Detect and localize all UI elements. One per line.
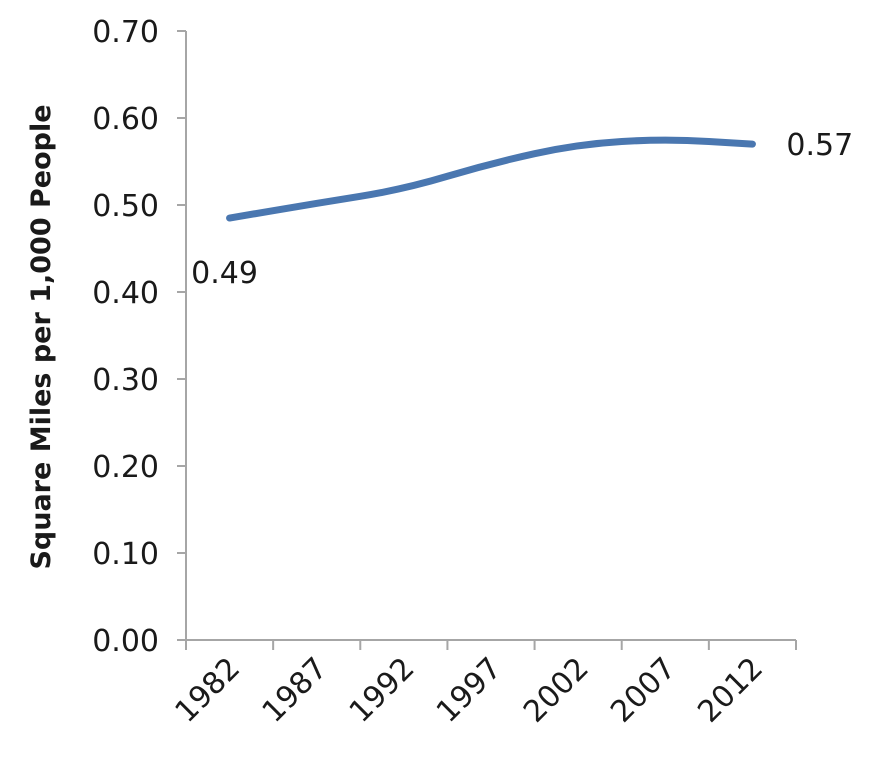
y-tick-label: 0.60 — [92, 102, 159, 137]
x-tick-label: 1987 — [256, 651, 335, 730]
x-tick-label: 2002 — [517, 651, 596, 730]
y-tick-label: 0.40 — [92, 276, 159, 311]
x-axis: 1982 1987 1992 1997 2002 2007 2012 — [168, 639, 797, 730]
x-tick-label: 1997 — [430, 651, 509, 730]
y-tick-label: 0.70 — [92, 15, 159, 50]
y-tick-label: 0.20 — [92, 450, 159, 485]
x-tick-label: 2012 — [691, 651, 770, 730]
y-tick-label: 0.50 — [92, 189, 159, 224]
y-axis-title: Square Miles per 1,000 People — [26, 104, 57, 569]
x-tick-label: 2007 — [604, 651, 683, 730]
data-label: 0.49 — [191, 256, 258, 291]
y-tick-label: 0.30 — [92, 363, 159, 398]
x-tick-label: 1992 — [343, 651, 422, 730]
y-tick-label: 0.10 — [92, 537, 159, 572]
series-layer — [226, 136, 756, 222]
data-label: 0.57 — [786, 128, 853, 163]
data-labels: 0.49 0.57 — [191, 128, 853, 291]
y-axis: 0.00 0.10 0.20 0.30 0.40 0.50 0.60 0.70 — [92, 15, 187, 659]
series-line — [226, 136, 756, 222]
x-tick-label: 1982 — [168, 651, 247, 730]
y-tick-label: 0.00 — [92, 624, 159, 659]
